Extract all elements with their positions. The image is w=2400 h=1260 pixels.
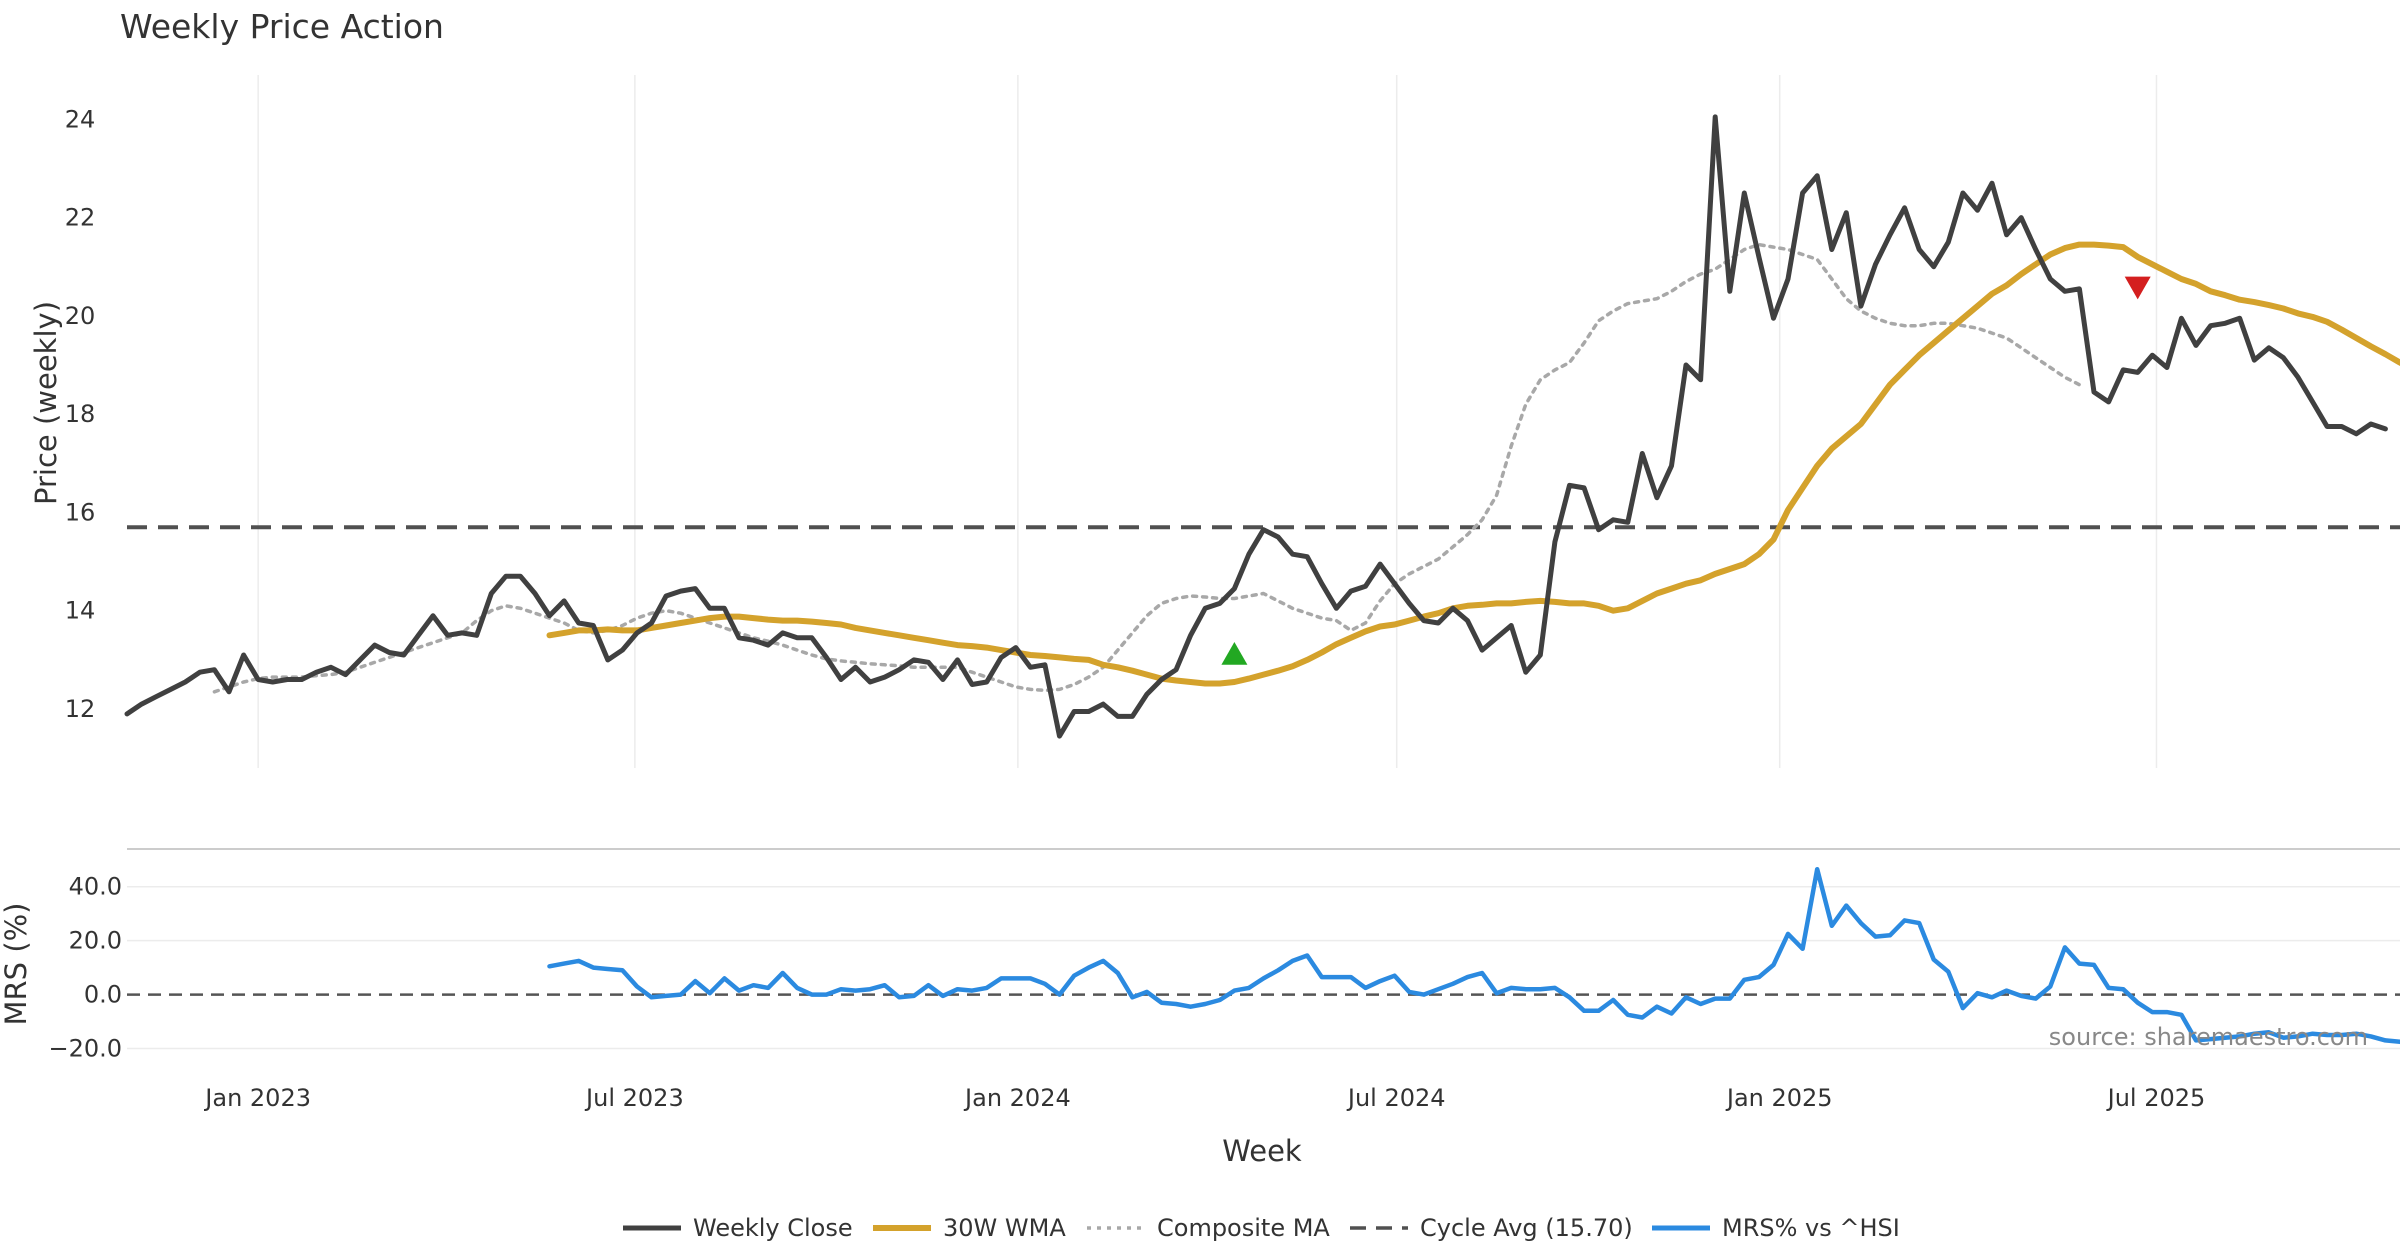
buy-signal-marker [1221,642,1248,665]
legend-label: Composite MA [1157,1214,1330,1242]
mrs-y-ticks: −20.0 0.0 20.0 40.0 [48,873,122,1063]
legend-label: Cycle Avg (15.70) [1420,1214,1633,1242]
x-tick-label: Jan 2025 [1725,1084,1833,1112]
sell-signal-marker [2124,276,2151,300]
price-y-tick-label: 16 [65,498,96,526]
price-gridlines [257,75,2158,768]
price-y-tick-label: 20 [65,302,96,330]
x-tick-label: Jul 2025 [2106,1084,2206,1112]
x-axis-label: Week [1222,1134,1302,1168]
composite-ma-line [212,242,2082,694]
chart-title: Weekly Price Action [120,7,444,46]
price-series-layer [124,114,2400,739]
price-y-tick-label: 22 [65,204,96,232]
price-y-tick-label: 12 [65,695,96,723]
legend-label: 30W WMA [943,1214,1066,1242]
source-note: source: sharemaestro.com [2049,1023,2368,1051]
mrs-gridlines [127,885,2400,1050]
weekly-close-line [124,114,2388,739]
x-tick-label: Jan 2024 [963,1084,1071,1112]
x-tick-label: Jul 2023 [584,1084,684,1112]
price-y-ticks: 12 14 16 18 20 22 24 [65,105,96,723]
price-y-tick-label: 14 [65,597,96,625]
mrs-series-layer [547,866,2400,1045]
price-y-tick-label: 18 [65,400,96,428]
price-y-axis-label: Price (weekly) [29,301,63,505]
legend-label: MRS% vs ^HSI [1722,1214,1900,1242]
mrs-y-tick-label: 40.0 [69,873,122,901]
signal-markers [1221,276,2151,665]
price-y-tick-label: 24 [65,105,96,133]
legend: Weekly Close 30W WMA Composite MA Cycle Avg… [623,1214,1900,1242]
x-tick-label: Jan 2023 [203,1084,311,1112]
x-ticks: Jan 2023 Jul 2023 Jan 2024 Jul 2024 Jan 2025… [203,1084,2205,1112]
mrs-y-tick-label: −20.0 [48,1035,122,1063]
mrs-y-tick-label: 20.0 [69,927,122,955]
mrs-y-tick-label: 0.0 [84,981,122,1009]
wma-30w-line [546,241,2400,687]
mrs-line [547,866,2400,1045]
mrs-y-axis-label: MRS (%) [0,903,33,1026]
legend-label: Weekly Close [693,1214,853,1242]
x-tick-label: Jul 2024 [1346,1084,1446,1112]
